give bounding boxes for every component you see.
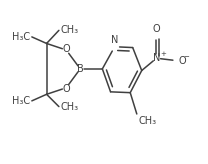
Text: O: O: [62, 44, 70, 54]
Text: CH₃: CH₃: [61, 102, 79, 112]
Text: B: B: [77, 64, 84, 74]
Text: −: −: [183, 54, 189, 60]
Text: O: O: [179, 56, 187, 66]
Text: O: O: [153, 24, 160, 34]
Text: +: +: [160, 51, 166, 57]
Text: CH₃: CH₃: [61, 25, 79, 35]
Text: N: N: [153, 53, 160, 63]
Text: H₃C: H₃C: [12, 32, 30, 42]
Text: CH₃: CH₃: [139, 116, 157, 126]
Text: O: O: [62, 84, 70, 93]
Text: H₃C: H₃C: [12, 96, 30, 106]
Text: N: N: [111, 35, 118, 45]
